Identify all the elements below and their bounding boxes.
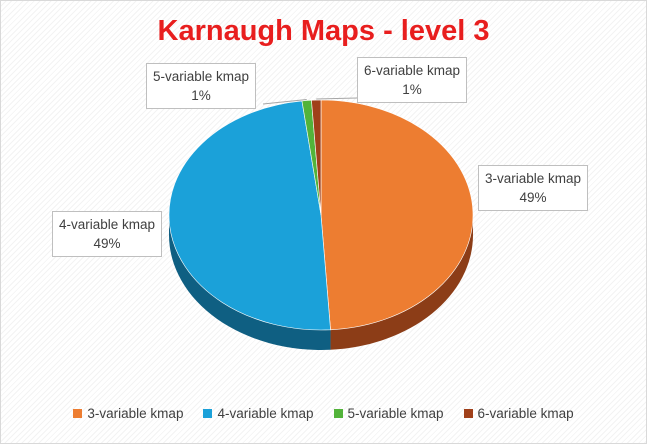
data-label-5-variable: 5-variable kmap 1%	[146, 63, 257, 109]
pie-slice[interactable]	[311, 99, 322, 216]
legend-swatch	[463, 409, 473, 418]
pie-slice-side	[169, 215, 331, 350]
legend-label: 4-variable kmap	[217, 406, 314, 421]
legend-label: 6-variable kmap	[477, 406, 574, 421]
legend-label: 5-variable kmap	[347, 406, 444, 421]
legend-swatch	[333, 409, 343, 418]
leader-line	[262, 99, 307, 105]
legend-item[interactable]: 3-variable kmap	[73, 406, 183, 421]
data-label-value: 1%	[191, 88, 211, 103]
legend-swatch	[203, 409, 213, 418]
legend-item[interactable]: 4-variable kmap	[203, 406, 314, 421]
legend-label: 3-variable kmap	[87, 406, 184, 421]
legend-item[interactable]: 5-variable kmap	[333, 406, 444, 421]
data-label-category: 5-variable kmap	[153, 69, 250, 84]
data-label-value: 49%	[519, 190, 547, 205]
chart-title: Karnaugh Maps - level 3	[157, 15, 490, 47]
pie-slice[interactable]	[320, 99, 474, 331]
leader-line	[316, 97, 358, 100]
data-label-category: 6-variable kmap	[364, 63, 461, 78]
data-label-value: 49%	[93, 236, 121, 251]
data-label-3-variable: 3-variable kmap 49%	[478, 165, 589, 211]
data-label-6-variable: 6-variable kmap 1%	[357, 57, 468, 103]
data-label-category: 3-variable kmap	[485, 171, 582, 186]
data-label-4-variable: 4-variable kmap 49%	[52, 211, 163, 257]
legend-item[interactable]: 6-variable kmap	[463, 406, 574, 421]
data-label-category: 4-variable kmap	[59, 217, 156, 232]
pie-slice[interactable]	[168, 100, 331, 331]
legend-swatch	[73, 409, 83, 418]
data-label-value: 1%	[402, 82, 422, 97]
legend: 3-variable kmap 4-variable kmap 5-variab…	[1, 406, 646, 421]
